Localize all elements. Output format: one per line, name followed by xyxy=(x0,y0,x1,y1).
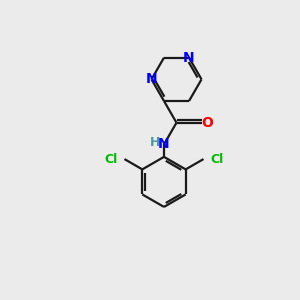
Text: H: H xyxy=(149,136,160,148)
Text: N: N xyxy=(158,137,170,152)
Text: N: N xyxy=(183,51,195,65)
Text: N: N xyxy=(146,72,157,86)
Text: Cl: Cl xyxy=(210,153,223,166)
Text: Cl: Cl xyxy=(105,153,118,166)
Text: O: O xyxy=(202,116,213,130)
